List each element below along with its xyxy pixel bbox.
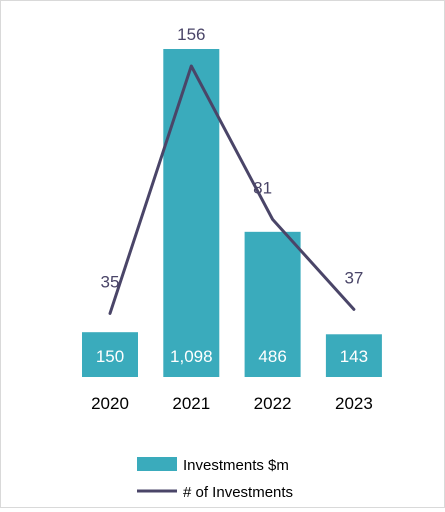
category-label-2021: 2021 bbox=[172, 394, 210, 413]
bar-series bbox=[82, 49, 382, 377]
line-label-2021: 156 bbox=[177, 25, 205, 44]
category-label-2022: 2022 bbox=[254, 394, 292, 413]
line-label-2022: 81 bbox=[253, 178, 272, 197]
line-label-2023: 37 bbox=[344, 268, 363, 287]
line-data-labels: 35 156 81 37 bbox=[101, 25, 364, 291]
bar-label-2021: 1,098 bbox=[170, 347, 213, 366]
bar-label-2022: 486 bbox=[258, 347, 286, 366]
bar-label-2023: 143 bbox=[340, 347, 368, 366]
category-axis-labels: 2020 2021 2022 2023 bbox=[91, 394, 373, 413]
legend-bar-swatch bbox=[137, 457, 177, 471]
line-path bbox=[110, 66, 354, 313]
legend-line-label: # of Investments bbox=[183, 484, 293, 501]
category-label-2020: 2020 bbox=[91, 394, 129, 413]
line-label-2020: 35 bbox=[101, 272, 120, 291]
line-series bbox=[110, 66, 354, 314]
category-label-2023: 2023 bbox=[335, 394, 373, 413]
bar-label-2020: 150 bbox=[96, 347, 124, 366]
legend: Investments $m # of Investments bbox=[137, 457, 293, 501]
bar-2021 bbox=[163, 49, 219, 377]
legend-bar-label: Investments $m bbox=[183, 457, 289, 474]
